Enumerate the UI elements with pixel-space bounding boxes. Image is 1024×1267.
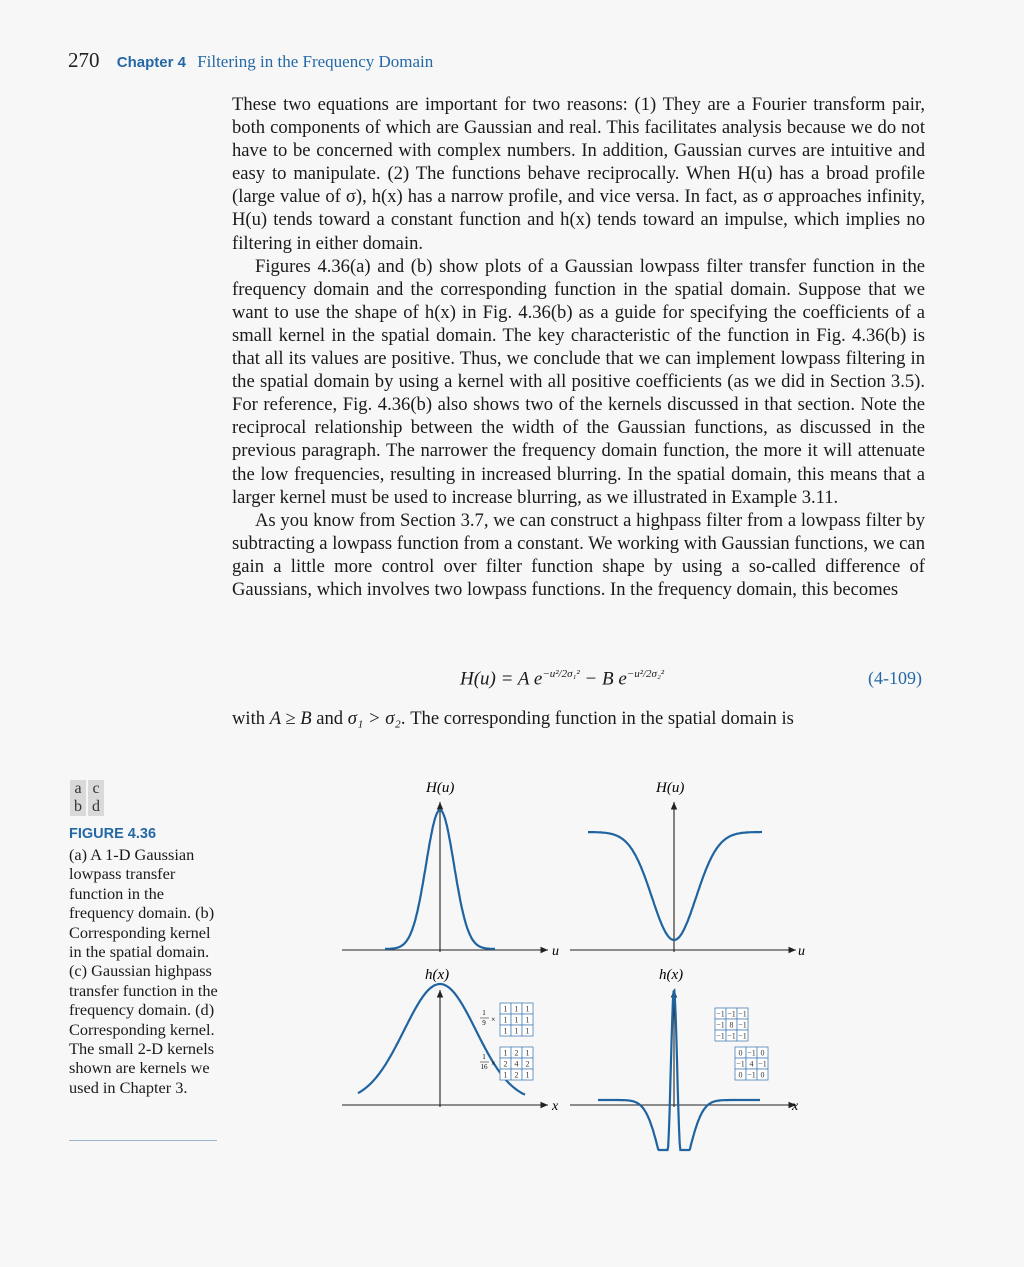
chapter-title: Filtering in the Frequency Domain	[197, 52, 434, 71]
equation-4-109: H(u) = A e−u²/2σ₁² − B e−u²/2σ₂² (4-109)	[232, 664, 922, 694]
panel-key-c: c	[88, 780, 104, 798]
panel-key-d: d	[88, 798, 104, 816]
exponent-2: −u²/2σ₂²	[626, 668, 665, 680]
kernel-box-3x3: 19 ×1 1 11 1 11 1 1	[480, 1002, 534, 1037]
kernel-lap8-cell	[736, 1029, 749, 1042]
kernel-gauss-value: 2	[515, 1049, 519, 1058]
kernel-box-value: 1	[504, 1027, 508, 1036]
kernel-gauss-value: 2	[526, 1060, 530, 1069]
svg-text:×: ×	[491, 1015, 496, 1024]
kernel-gauss-value: 1	[526, 1049, 530, 1058]
panel-a-xlabel: u	[552, 944, 559, 959]
figure-label: FIGURE 4.36	[69, 826, 157, 842]
paragraph-2: Figures 4.36(a) and (b) show plots of a …	[232, 255, 925, 508]
kernel-lap8-value: −1	[738, 1010, 747, 1019]
text-after-equation: with A ≥ B and σ₁ > σ₂. The correspondin…	[232, 708, 794, 729]
kernel-lap8-value: −1	[716, 1021, 725, 1030]
panel-key-b: b	[70, 798, 86, 816]
figure-4-36: H(u) u H(u) u h(x) x 19 ×1 1 11 1 11 1 1 116 ×1 2…	[342, 780, 805, 1152]
kernel-lap4-value: 4	[750, 1060, 754, 1069]
kernel-gauss-value: 2	[515, 1071, 519, 1080]
kernel-box-value: 1	[515, 1016, 519, 1025]
curve-gaussian-lowpass	[385, 808, 495, 950]
kernel-lap4-value: 0	[761, 1071, 765, 1080]
kernel-gauss-value: 1	[504, 1071, 508, 1080]
kernel-lap4-value: 0	[739, 1049, 743, 1058]
kernel-lap8-value: −1	[738, 1021, 747, 1030]
curve-dog-kernel	[598, 988, 760, 1152]
kernel-lap8-value: −1	[738, 1032, 747, 1041]
svg-text:16: 16	[481, 1063, 489, 1071]
panel-b-lowpass-kernel: h(x) x 19 ×1 1 11 1 11 1 1 116 ×1 2 12 4 21 2 1	[342, 967, 559, 1114]
kernel-box-value: 1	[526, 1005, 530, 1014]
exponent-1: −u²/2σ₁²	[542, 668, 580, 680]
kernel-gauss-value: 4	[515, 1060, 519, 1069]
equation-number: (4-109)	[868, 668, 922, 688]
kernel-gauss-value: 1	[526, 1071, 530, 1080]
svg-text:×: ×	[491, 1059, 496, 1068]
kernel-lap8-value: −1	[716, 1010, 725, 1019]
curve-gaussian-kernel	[357, 982, 526, 1096]
panel-c-highpass-transfer: H(u) u	[570, 780, 805, 959]
kernel-laplacian-4: 0 −1 0 −1 4 −1 0 −1 0	[734, 1046, 769, 1081]
panel-b-ylabel: h(x)	[425, 967, 449, 983]
page-number: 270	[68, 48, 100, 72]
running-head: 270 Chapter 4 Filtering in the Frequency…	[68, 48, 433, 73]
kernel-lap8-value: −1	[727, 1032, 736, 1041]
chapter-label: Chapter 4	[116, 54, 186, 71]
panel-a-lowpass-transfer: H(u) u	[342, 780, 559, 959]
kernel-gauss-cell	[521, 1068, 534, 1081]
panel-key-a: a	[70, 780, 86, 798]
kernel-box-value: 1	[515, 1027, 519, 1036]
kernel-box-value: 1	[504, 1005, 508, 1014]
kernel-lap8-value: 8	[730, 1021, 734, 1030]
panel-a-ylabel: H(u)	[425, 780, 454, 796]
kernel-lap4-value: 0	[739, 1071, 743, 1080]
kernel-box-value: 1	[526, 1027, 530, 1036]
kernel-lap4-cell	[756, 1068, 769, 1081]
kernel-gauss-value: 1	[504, 1049, 508, 1058]
kernel-gauss-scale: 1	[482, 1053, 486, 1061]
kernel-gaussian-3x3: 116 ×1 2 12 4 21 2 1	[480, 1046, 534, 1081]
equation-expression: H(u) = A e−u²/2σ₁² − B e−u²/2σ₂²	[460, 668, 665, 690]
kernel-laplacian-8: −1 −1 −1−1 8 −1−1 −1 −1	[714, 1007, 749, 1042]
kernel-lap4-value: 0	[761, 1049, 765, 1058]
curve-gaussian-highpass	[588, 830, 762, 942]
panel-d-highpass-kernel: h(x) x −1 −1 −1−1 8 −1−1 −1 −1 0 −1 0−1 4 −10 −1 0	[570, 967, 799, 1152]
panel-d-ylabel: h(x)	[659, 967, 683, 983]
body-text: These two equations are important for tw…	[232, 93, 925, 601]
paragraph-3: As you know from Section 3.7, we can con…	[232, 509, 925, 600]
kernel-lap8-value: −1	[727, 1010, 736, 1019]
svg-text:9: 9	[482, 1019, 486, 1027]
kernel-box-cell	[521, 1024, 534, 1037]
kernel-box-value: 1	[504, 1016, 508, 1025]
caption-rule	[69, 1140, 217, 1141]
kernel-lap4-value: −1	[736, 1060, 745, 1069]
paragraph-1: These two equations are important for tw…	[232, 94, 925, 254]
figure-caption: (a) A 1-D Gaussian lowpass transfer func…	[69, 845, 218, 1097]
kernel-gauss-value: 2	[504, 1060, 508, 1069]
kernel-box-scale: 1	[482, 1009, 486, 1017]
kernel-lap8-value: −1	[716, 1032, 725, 1041]
kernel-box-value: 1	[515, 1005, 519, 1014]
kernel-lap4-value: −1	[747, 1071, 756, 1080]
panel-b-xlabel: x	[551, 1099, 559, 1114]
panel-c-ylabel: H(u)	[655, 780, 684, 796]
panel-c-xlabel: u	[798, 944, 805, 959]
kernel-box-value: 1	[526, 1016, 530, 1025]
kernel-lap4-value: −1	[758, 1060, 767, 1069]
kernel-lap4-value: −1	[747, 1049, 756, 1058]
panel-d-xlabel: x	[791, 1099, 799, 1114]
